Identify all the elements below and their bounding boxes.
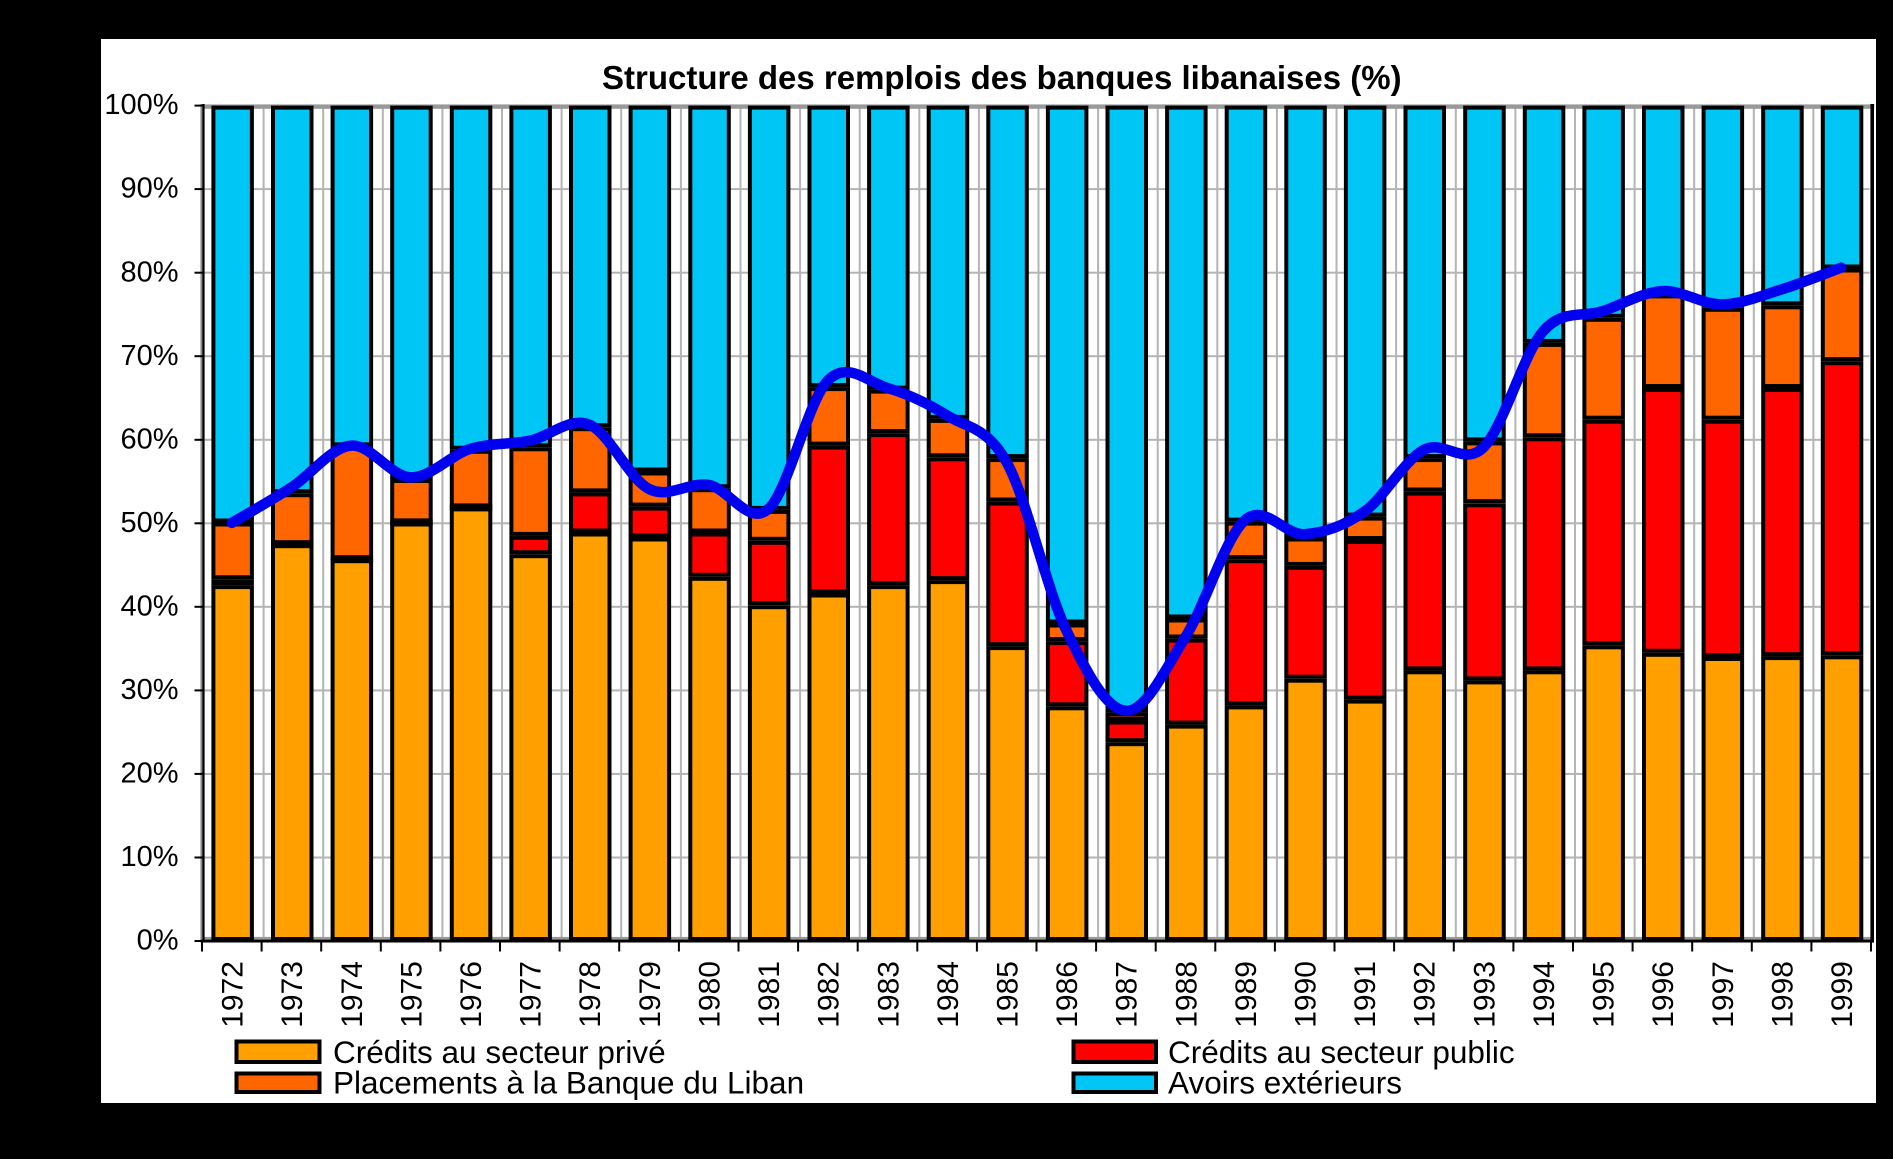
svg-text:1988: 1988 xyxy=(1170,961,1203,1028)
svg-text:100%: 100% xyxy=(104,89,178,121)
svg-text:20%: 20% xyxy=(120,758,178,790)
svg-text:Structure des remplois des ban: Structure des remplois des banques liban… xyxy=(602,59,1402,96)
svg-text:Placements à la Banque du Liba: Placements à la Banque du Liban xyxy=(333,1065,804,1101)
svg-text:1992: 1992 xyxy=(1409,961,1442,1028)
svg-text:1990: 1990 xyxy=(1290,961,1323,1028)
svg-text:1987: 1987 xyxy=(1111,961,1144,1028)
svg-text:40%: 40% xyxy=(120,590,178,622)
svg-text:0%: 0% xyxy=(137,925,179,957)
svg-text:1981: 1981 xyxy=(753,961,786,1028)
svg-text:1994: 1994 xyxy=(1528,961,1561,1028)
svg-text:1980: 1980 xyxy=(694,961,727,1028)
svg-text:70%: 70% xyxy=(120,340,178,372)
svg-text:90%: 90% xyxy=(120,173,178,205)
svg-text:1996: 1996 xyxy=(1647,961,1680,1028)
svg-text:30%: 30% xyxy=(120,674,178,706)
svg-text:1986: 1986 xyxy=(1051,961,1084,1028)
svg-text:Avoirs extérieurs: Avoirs extérieurs xyxy=(1168,1065,1402,1101)
svg-text:1979: 1979 xyxy=(634,961,667,1028)
svg-text:10%: 10% xyxy=(120,841,178,873)
svg-text:1977: 1977 xyxy=(515,961,548,1028)
svg-text:1997: 1997 xyxy=(1707,961,1740,1028)
svg-text:80%: 80% xyxy=(120,256,178,288)
svg-text:1973: 1973 xyxy=(276,961,309,1028)
svg-text:1998: 1998 xyxy=(1766,961,1799,1028)
svg-text:1993: 1993 xyxy=(1468,961,1501,1028)
svg-text:1974: 1974 xyxy=(336,961,369,1028)
svg-text:1972: 1972 xyxy=(217,961,250,1028)
svg-text:Crédits au secteur privé: Crédits au secteur privé xyxy=(333,1034,666,1070)
svg-text:1989: 1989 xyxy=(1230,961,1263,1028)
svg-text:1983: 1983 xyxy=(872,961,905,1028)
svg-text:60%: 60% xyxy=(120,423,178,455)
svg-text:1976: 1976 xyxy=(455,961,488,1028)
svg-text:1991: 1991 xyxy=(1349,961,1382,1028)
svg-text:1984: 1984 xyxy=(932,961,965,1028)
svg-text:1999: 1999 xyxy=(1826,961,1859,1028)
svg-text:Crédits au secteur public: Crédits au secteur public xyxy=(1168,1034,1515,1070)
svg-text:1985: 1985 xyxy=(992,961,1025,1028)
svg-text:1982: 1982 xyxy=(813,961,846,1028)
svg-text:1995: 1995 xyxy=(1588,961,1621,1028)
svg-text:1975: 1975 xyxy=(395,961,428,1028)
svg-text:1978: 1978 xyxy=(574,961,607,1028)
svg-text:50%: 50% xyxy=(120,507,178,539)
